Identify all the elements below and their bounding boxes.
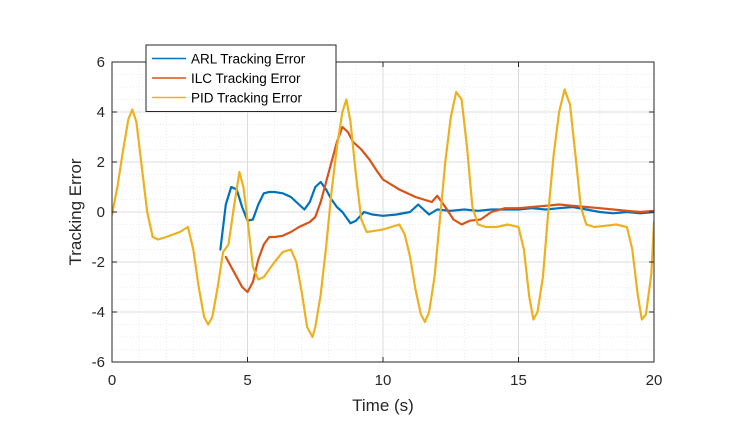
y-tick-label: 2 — [97, 154, 105, 171]
y-tick-label: 0 — [97, 204, 105, 221]
ilc-tracking-error-legend-label: ILC Tracking Error — [191, 71, 301, 86]
legend[interactable]: ARL Tracking Error ILC Tracking Error PID … — [145, 44, 337, 112]
pid-tracking-error-line — [112, 88, 654, 339]
y-tick-label: -6 — [92, 354, 105, 371]
x-tick-label: 5 — [243, 372, 251, 389]
series-layer — [112, 88, 654, 339]
arl-tracking-error-legend-label: ARL Tracking Error — [191, 52, 306, 67]
ilc-tracking-error-line — [224, 125, 654, 294]
y-axis-label: Tracking Error — [66, 158, 85, 265]
y-tick-label: -4 — [92, 304, 105, 321]
y-tick-label: -2 — [92, 254, 105, 271]
pid-tracking-error-legend-label: PID Tracking Error — [191, 91, 303, 106]
tick-labels: 0 5 10 15 20 -6 -4 -2 0 2 4 6 — [92, 54, 663, 389]
x-tick-label: 15 — [510, 372, 527, 389]
x-tick-label: 10 — [375, 372, 392, 389]
y-tick-label: 4 — [97, 104, 105, 121]
y-tick-label: 6 — [97, 54, 105, 71]
x-axis-label: Time (s) — [352, 396, 414, 415]
ticks-layer — [111, 61, 655, 363]
arl-tracking-error-line — [219, 180, 654, 251]
x-tick-label: 0 — [108, 372, 116, 389]
x-tick-label: 20 — [646, 372, 663, 389]
